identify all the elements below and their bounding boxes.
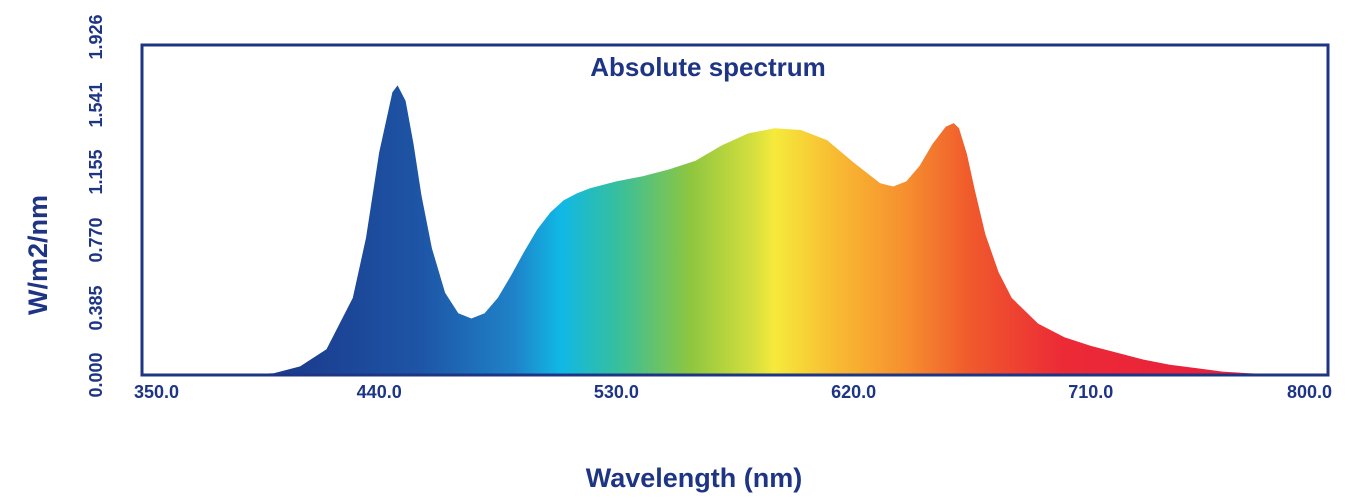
y-tick-label: 0.385 (86, 285, 106, 330)
x-tick-label: 800.0 (1287, 382, 1332, 402)
x-tick-label: 620.0 (831, 382, 876, 402)
x-tick-label: 710.0 (1068, 382, 1113, 402)
x-tick-label: 530.0 (594, 382, 639, 402)
y-tick-label: 0.770 (86, 217, 106, 262)
y-tick-label: 1.541 (86, 82, 106, 127)
chart-title: Absolute spectrum (590, 52, 826, 82)
x-axis-label: Wavelength (nm) (586, 463, 803, 493)
plot-frame (140, 43, 1330, 377)
y-tick-labels: 0.000 0.385 0.770 1.155 1.541 1.926 (86, 14, 106, 397)
x-tick-labels: 350.0 440.0 530.0 620.0 710.0 800.0 (134, 382, 1332, 402)
y-tick-label: 1.155 (86, 149, 106, 194)
y-axis-label: W/m2/nm (23, 195, 53, 315)
x-tick-label: 350.0 (134, 382, 179, 402)
y-tick-label: 1.926 (86, 14, 106, 59)
x-tick-label: 440.0 (357, 382, 402, 402)
spectrum-area (142, 85, 1328, 376)
y-tick-label: 0.000 (86, 352, 106, 397)
